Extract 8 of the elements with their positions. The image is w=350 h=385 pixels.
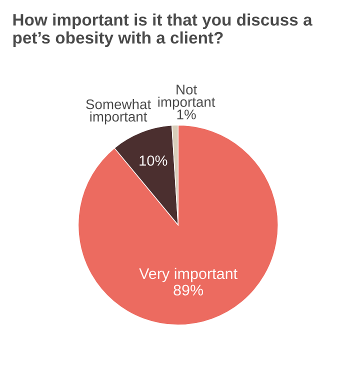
pie-slice — [78, 124, 278, 326]
slice-label: Somewhat important — [86, 99, 151, 124]
data-label: 89% — [174, 284, 204, 296]
slice-label: Not important — [158, 84, 216, 110]
chart-title: How important is it that you discuss a pet’s obesity with a client? — [13, 13, 312, 47]
slice-label: Very important — [139, 268, 238, 282]
data-label: 1% — [177, 110, 196, 120]
data-label: 10% — [140, 155, 168, 166]
